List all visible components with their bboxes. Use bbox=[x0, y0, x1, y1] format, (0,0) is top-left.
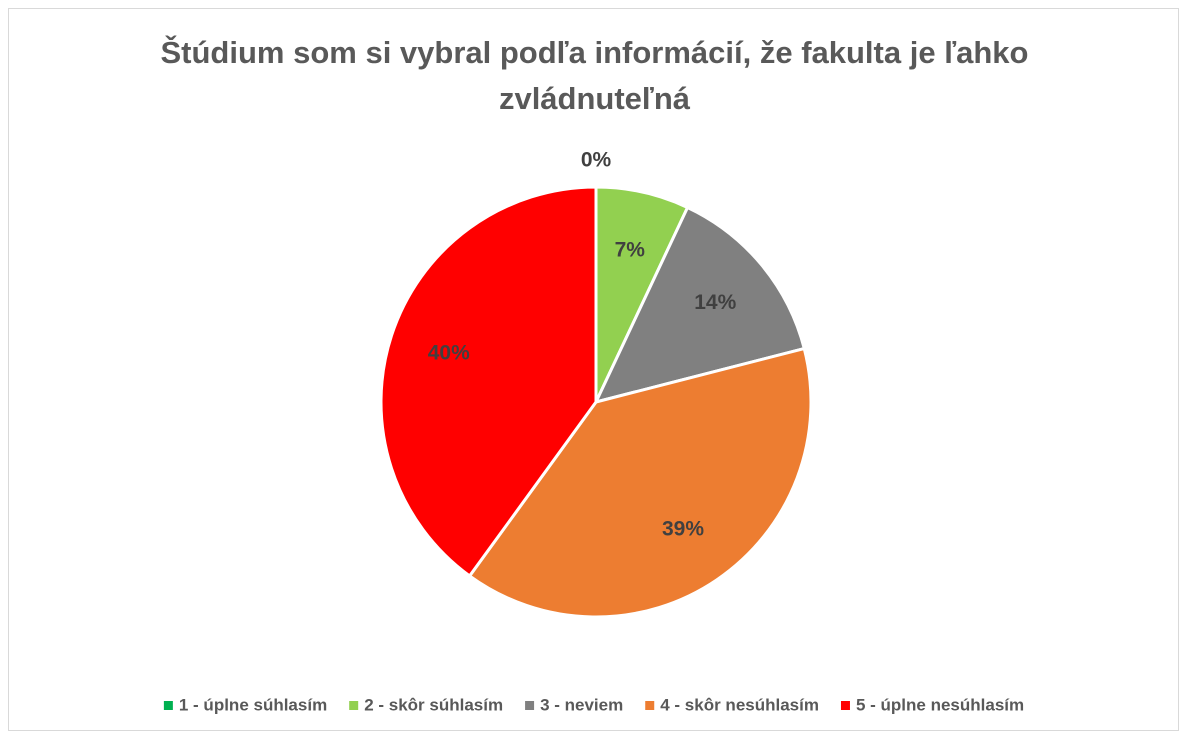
legend-swatch bbox=[840, 701, 850, 710]
chart-title: Štúdium som si vybral podľa informácií, … bbox=[160, 35, 1029, 116]
legend-swatch bbox=[645, 701, 655, 710]
data-label: 0% bbox=[581, 149, 612, 172]
legend-swatch bbox=[349, 701, 359, 710]
legend-label: 1 - úplne súhlasím bbox=[179, 695, 327, 714]
data-label: 7% bbox=[615, 238, 646, 261]
data-label: 40% bbox=[428, 342, 470, 365]
legend-label: 4 - skôr nesúhlasím bbox=[660, 695, 819, 714]
data-label: 14% bbox=[694, 291, 736, 314]
pie-slice bbox=[379, 185, 598, 579]
data-label: 39% bbox=[662, 518, 704, 541]
chart-frame bbox=[8, 8, 1179, 731]
pie-slice bbox=[593, 205, 807, 405]
legend-label: 2 - skôr súhlasím bbox=[364, 695, 503, 714]
legend-label: 3 - neviem bbox=[540, 695, 623, 714]
legend-swatch bbox=[163, 701, 173, 710]
pie-slice bbox=[467, 346, 813, 619]
legend-swatch bbox=[525, 701, 535, 710]
legend-label: 5 - úplne nesúhlasím bbox=[856, 695, 1024, 714]
